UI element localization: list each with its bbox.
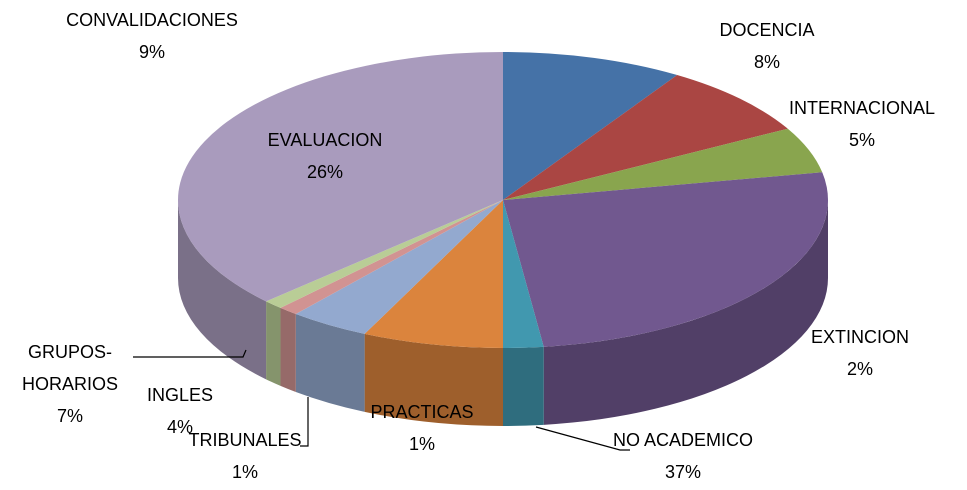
pie-slice [266,200,503,308]
pie-slice [503,200,544,348]
pie-slice [178,52,503,302]
pie-slice [503,128,823,200]
pie-slice [503,75,788,200]
slice-label: TRIBUNALES 1% [188,424,301,488]
percent-label: 37% [664,462,702,482]
slice-label: NO ACADEMICO 37% [613,424,753,488]
percent-label: 8% [753,52,781,72]
category-name: TRIBUNALES [188,430,302,450]
pie-slice [280,200,503,315]
category-name: EVALUACION [267,130,383,150]
slice-label: EVALUACION 26% [268,124,383,188]
slice-side [295,314,365,412]
pie-slice [503,172,828,347]
slice-side [280,307,296,393]
category-name: PRACTICAS [370,402,474,422]
percent-label: 7% [56,406,83,426]
pie-slice [364,200,503,348]
category-name: GRUPOS-HORARIOS [21,342,118,394]
slice-label: EXTINCION 2% [811,321,909,385]
slice-label: INTERNACIONAL 5% [789,92,935,156]
percent-label: 5% [848,130,875,150]
category-name: INTERNACIONAL [788,98,936,118]
percent-label: 2% [846,359,874,379]
percent-label: 26% [306,162,344,182]
category-name: NO ACADEMICO [612,430,754,450]
leader-line [535,426,630,451]
percent-label: 4% [166,417,193,437]
pie-slice [503,52,678,200]
slice-label: PRACTICAS 1% [370,396,473,460]
slice-label: DOCENCIA 8% [719,14,814,78]
slice-side [543,200,828,425]
slice-label: GRUPOS-HORARIOS 7% [20,336,120,432]
category-name: DOCENCIA [719,20,815,40]
percent-label: 1% [231,462,258,482]
category-name: CONVALIDACIONES [66,10,238,30]
slice-label: CONVALIDACIONES 9% [66,4,238,68]
slice-side [503,346,544,427]
slice-label: INGLES 4% [147,379,213,443]
leader-line [300,397,309,447]
category-name: EXTINCION [810,327,910,347]
slice-side [266,301,281,386]
pie-slice [295,200,503,334]
percent-label: 9% [138,42,166,62]
leader-line [133,349,247,358]
slice-side [178,200,267,380]
category-name: INGLES [146,385,214,405]
percent-label: 1% [408,434,435,454]
slice-side [364,333,503,426]
